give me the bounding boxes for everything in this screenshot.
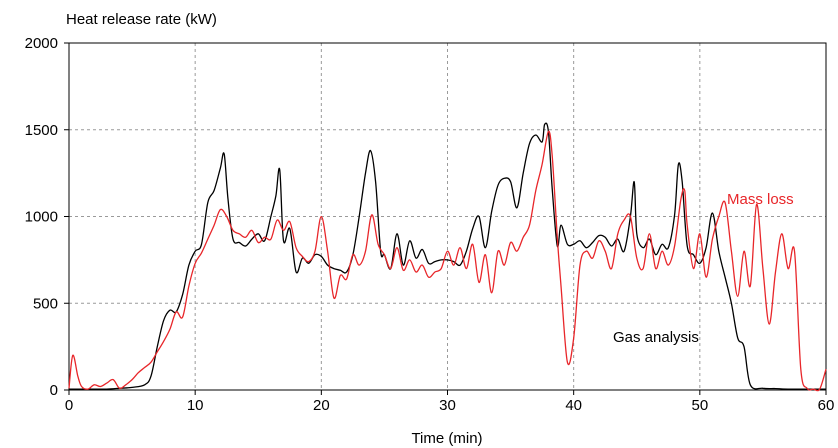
y-tick-label-1000: 1000 (25, 209, 58, 226)
series-layer (68, 122, 827, 392)
x-axis-title: Time (min) (411, 430, 482, 447)
gas-analysis-annotation: Gas analysis (613, 329, 699, 346)
x-tick-label-10: 10 (187, 397, 204, 414)
x-tick-label-20: 20 (313, 397, 330, 414)
mass-loss-annotation: Mass loss (727, 191, 794, 208)
series-line-gas-analysis (69, 122, 826, 390)
y-tick-label-0: 0 (50, 382, 58, 399)
x-tick-label-30: 30 (439, 397, 456, 414)
grid (69, 43, 826, 390)
y-tick-label-2000: 2000 (25, 35, 58, 52)
x-tick-label-50: 50 (691, 397, 708, 414)
y-axis-title: Heat release rate (kW) (66, 11, 217, 28)
x-tick-label-40: 40 (565, 397, 582, 414)
axis-ticks: 0 10 20 30 40 50 60 0 500 1000 1500 2000 (25, 35, 835, 414)
y-tick-label-1500: 1500 (25, 122, 58, 139)
series-line-mass-loss (68, 130, 827, 392)
x-tick-label-60: 60 (818, 397, 835, 414)
x-tick-label-0: 0 (65, 397, 73, 414)
y-tick-label-500: 500 (33, 295, 58, 312)
